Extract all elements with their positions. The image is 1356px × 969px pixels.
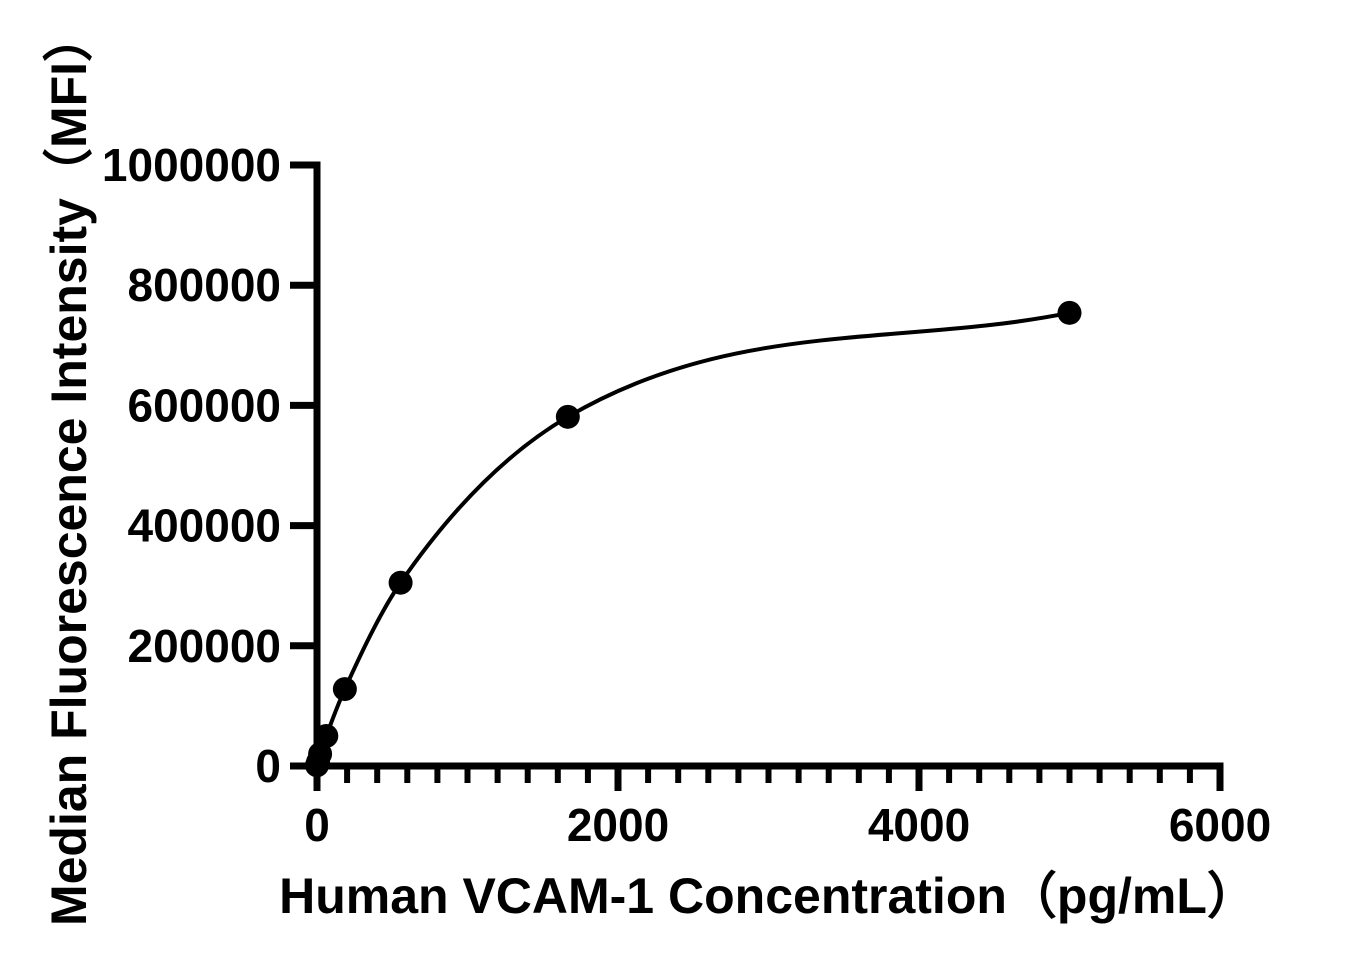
- x-tick-label: 4000: [868, 799, 970, 851]
- y-tick-label: 400000: [128, 500, 282, 552]
- x-tick-label: 0: [304, 799, 330, 851]
- data-point: [555, 404, 580, 429]
- y-axis-title: Median Fluorescence Intensity（MFI）: [41, 12, 97, 926]
- x-tick-label: 2000: [567, 799, 669, 851]
- y-tick-label: 600000: [128, 379, 282, 431]
- data-point: [308, 741, 333, 766]
- data-point: [314, 723, 339, 748]
- x-axis-title: Human VCAM-1 Concentration（pg/mL）: [279, 868, 1257, 924]
- y-tick-label: 1000000: [102, 139, 281, 191]
- x-tick-label: 6000: [1169, 799, 1271, 851]
- data-point: [1057, 300, 1082, 325]
- data-point: [332, 677, 357, 702]
- y-tick-label: 800000: [128, 259, 282, 311]
- plot-area: 0 200000 400000 600000 800000 1000000 0 2000 400…: [102, 139, 1271, 851]
- data-point: [388, 570, 413, 595]
- y-tick-label: 0: [255, 740, 281, 792]
- y-tick-label: 200000: [128, 620, 282, 672]
- fit-curve: [315, 310, 1072, 768]
